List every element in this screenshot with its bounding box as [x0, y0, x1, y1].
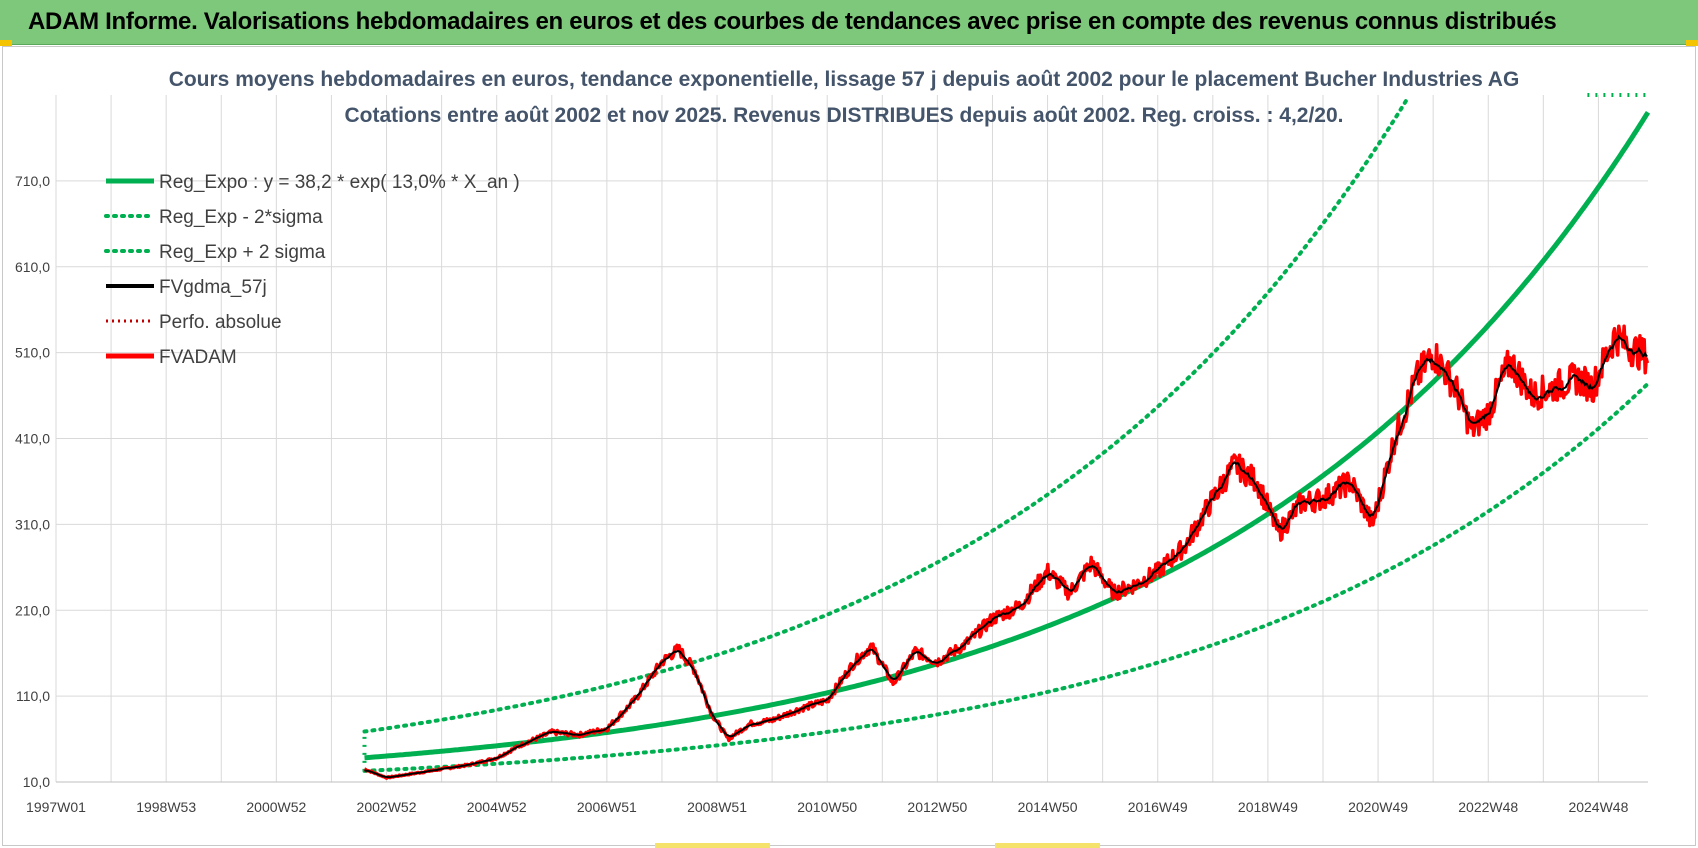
- bottom-marker: [655, 843, 770, 848]
- y-tick-label: 510,0: [15, 345, 50, 361]
- x-tick-label: 2022W48: [1458, 799, 1518, 815]
- y-tick-label: 710,0: [15, 173, 50, 189]
- legend-label: Reg_Exp - 2*sigma: [159, 207, 323, 228]
- x-tick-label: 2024W48: [1568, 799, 1628, 815]
- header-left-marker: [0, 40, 12, 46]
- x-tick-label: 2000W52: [246, 799, 306, 815]
- series-reg-exp-plus-2-sigma: [362, 95, 1411, 734]
- x-tick-label: 2006W51: [577, 799, 637, 815]
- chart-frame: [2, 46, 1696, 846]
- legend-item: FVADAM: [106, 347, 237, 368]
- bottom-marker: [995, 843, 1100, 848]
- series-reg-exp-minus-2-sigma: [362, 381, 1650, 773]
- x-tick-label: 2004W52: [467, 799, 527, 815]
- legend-label: FVgdma_57j: [159, 277, 267, 298]
- y-tick-label: 110,0: [16, 688, 50, 704]
- series-reg-expo: [364, 110, 1651, 761]
- legend-label: FVADAM: [159, 347, 237, 368]
- header-bar: ADAM Informe. Valorisations hebdomadaire…: [0, 0, 1698, 46]
- legend-item: Perfo. absolue: [106, 312, 282, 333]
- series-group: [362, 93, 1651, 780]
- legend-item: Reg_Exp + 2 sigma: [104, 242, 326, 263]
- x-tick-label: 1998W53: [136, 799, 196, 815]
- chart-titles: Cours moyens hebdomadaires en euros, ten…: [169, 68, 1520, 127]
- y-tick-label: 10,0: [23, 774, 50, 790]
- y-tick-label: 410,0: [15, 431, 50, 447]
- series-fvgdma-57j: [364, 334, 1648, 779]
- x-tick-label: 2010W50: [797, 799, 857, 815]
- x-tick-label: 2012W50: [907, 799, 967, 815]
- grid: [55, 95, 1648, 783]
- header-right-marker: [1686, 40, 1698, 46]
- legend-label: Reg_Exp + 2 sigma: [159, 242, 326, 263]
- y-tick-label: 610,0: [15, 259, 50, 275]
- legend: Reg_Expo : y = 38,2 * exp( 13,0% * X_an …: [104, 172, 520, 368]
- page-title: ADAM Informe. Valorisations hebdomadaire…: [28, 8, 1557, 35]
- x-axis: 1997W01 1998W53 2000W52 2002W52 2004W52 2006W…: [26, 799, 1629, 815]
- y-tick-label: 310,0: [15, 516, 50, 532]
- x-tick-label: 2014W50: [1018, 799, 1078, 815]
- chart-title-line-2: Cotations entre août 2002 et nov 2025. R…: [345, 104, 1344, 127]
- legend-label: Reg_Expo : y = 38,2 * exp( 13,0% * X_an …: [159, 172, 520, 193]
- x-tick-label: 2008W51: [687, 799, 747, 815]
- x-tick-label: 2020W49: [1348, 799, 1408, 815]
- series-fvadam: [363, 324, 1650, 780]
- legend-label: Perfo. absolue: [159, 312, 282, 333]
- y-axis: 10,0 110,0 210,0 310,0 410,0 510,0 610,0 710,0: [15, 173, 50, 790]
- x-tick-label: 1997W01: [26, 799, 86, 815]
- x-tick-label: 2016W49: [1128, 799, 1188, 815]
- legend-item: Reg_Exp - 2*sigma: [104, 207, 323, 228]
- y-tick-label: 210,0: [15, 602, 50, 618]
- legend-item: FVgdma_57j: [106, 277, 267, 298]
- legend-item: Reg_Expo : y = 38,2 * exp( 13,0% * X_an …: [106, 172, 520, 193]
- x-tick-label: 2018W49: [1238, 799, 1298, 815]
- x-tick-label: 2002W52: [357, 799, 417, 815]
- chart-title-line-1: Cours moyens hebdomadaires en euros, ten…: [169, 68, 1520, 91]
